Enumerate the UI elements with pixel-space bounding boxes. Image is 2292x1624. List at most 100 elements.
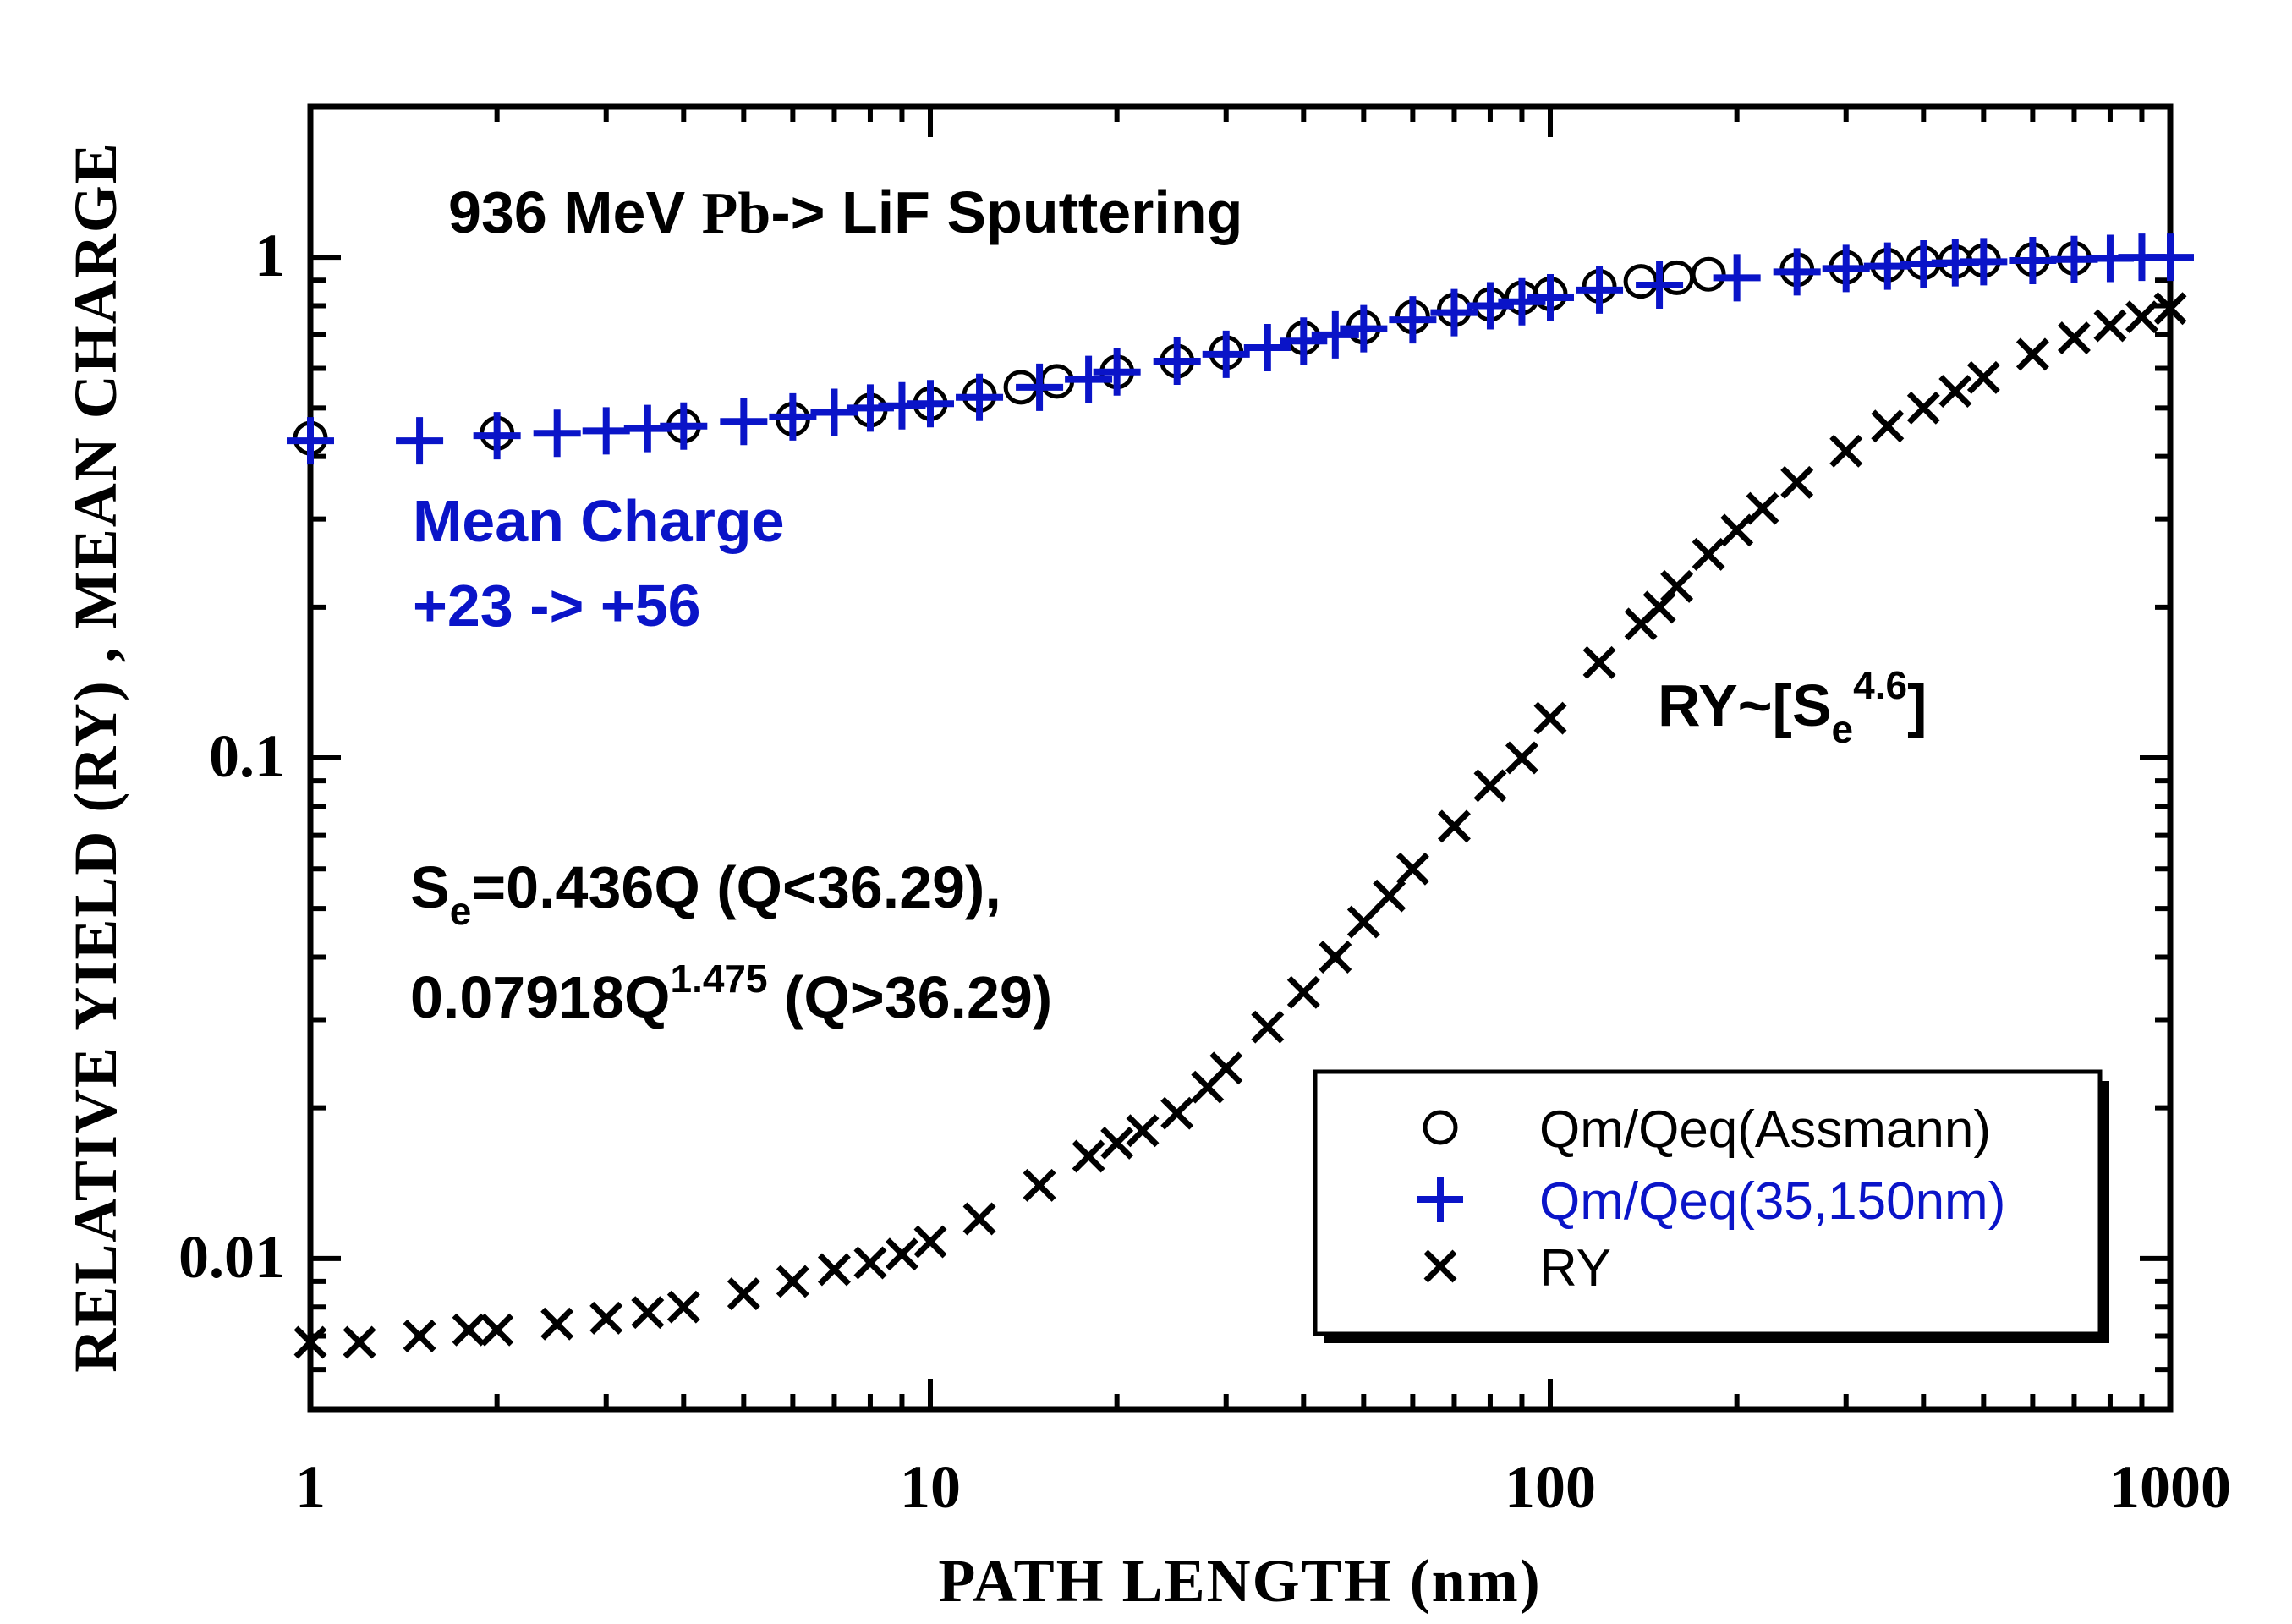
x-tick-label: 10 xyxy=(900,1453,961,1521)
plot-frame xyxy=(307,103,2174,1413)
ry-point xyxy=(1100,1126,1134,1160)
qm-qeq-35-150-point xyxy=(956,373,1004,421)
se-prefix: S xyxy=(410,854,450,920)
qm-qeq-35-150-point xyxy=(1202,330,1250,378)
ry-point xyxy=(1871,409,1905,443)
ry-point xyxy=(343,1325,376,1359)
ry-point xyxy=(1780,465,1814,499)
qm-qeq-35-150-point xyxy=(660,402,708,450)
ry-point xyxy=(403,1320,436,1352)
ry-point xyxy=(1395,852,1429,886)
ry-sup: 4.6 xyxy=(1853,663,1907,707)
qm-qeq-35-150-point xyxy=(1773,248,1821,296)
legend-x-marker xyxy=(1423,1249,1457,1283)
qm-qeq-35-150-point xyxy=(396,417,444,465)
legend: Qm/Qeq(Assmann) Qm/Qeq(35,150nm) RY xyxy=(1313,1069,2109,1343)
ry-prefix: RY~[S xyxy=(1658,672,1832,738)
qm-qeq-35-150-point xyxy=(2009,237,2057,285)
se-sub: e xyxy=(450,889,472,933)
legend-plus-marker xyxy=(1417,1177,1463,1222)
ry-sub: e xyxy=(1832,707,1854,751)
qm-qeq-35-150-point xyxy=(473,412,521,460)
qm-qeq-35-150-point xyxy=(720,398,768,446)
ry-point xyxy=(2093,309,2127,343)
y-axis-title: RELATIVE YIELD (RY) , MEAN CHARGE xyxy=(62,141,129,1373)
assmann-point xyxy=(1623,264,1659,299)
ry-point xyxy=(1473,769,1507,803)
ry-point xyxy=(540,1307,574,1341)
qm-qeq-35-150-point xyxy=(1713,254,1761,302)
x-tick-label: 1 xyxy=(295,1453,326,1521)
ry-point xyxy=(293,1325,327,1359)
qm-qeq-35-150-point xyxy=(287,417,334,465)
qm-qeq-35-150-point xyxy=(907,380,954,428)
x-axis-title: PATH LENGTH (nm) xyxy=(938,1547,1541,1615)
legend-item-ry: RY xyxy=(1423,1239,1611,1298)
qm-qeq-35-150-point xyxy=(1016,363,1064,411)
qm-qeq-35-150-point xyxy=(1243,323,1291,371)
qm-qeq-35-150-point xyxy=(1498,277,1546,326)
ry-point xyxy=(1346,905,1380,939)
ry-point xyxy=(2125,300,2158,334)
legend-label-35-150nm: Qm/Qeq(35,150nm) xyxy=(1539,1172,2005,1231)
ry-point xyxy=(1072,1139,1105,1173)
se-formula-line1: Se=0.436Q (Q<36.29), xyxy=(410,854,1001,933)
y-tick-label: 0.01 xyxy=(178,1223,285,1291)
se-rest: =0.436Q (Q<36.29), xyxy=(471,854,1001,920)
y-tick-label: 1 xyxy=(255,222,285,289)
ry-point xyxy=(1746,491,1779,525)
title-part2: -> LiF Sputtering xyxy=(770,179,1242,245)
ry-point xyxy=(589,1301,623,1335)
x-tick-labels: 1 10 100 1000 xyxy=(295,1453,2231,1521)
qm-qeq-35-150-point xyxy=(1311,310,1359,359)
ry-point xyxy=(1582,645,1616,679)
ry-point xyxy=(817,1253,851,1287)
title-part1: 936 MeV xyxy=(448,179,702,245)
se-line2-suffix: (Q>36.29) xyxy=(768,964,1053,1030)
ry-suffix: ] xyxy=(1907,672,1927,738)
ry-point xyxy=(1966,360,2000,394)
chart-title: 936 MeV Pb-> LiF Sputtering xyxy=(448,179,1242,246)
ry-point xyxy=(2153,292,2187,326)
ry-point xyxy=(1692,537,1725,571)
ry-point xyxy=(885,1237,918,1271)
qm-qeq-35-150-point xyxy=(582,407,630,455)
ry-point xyxy=(776,1265,809,1298)
series-ry xyxy=(293,292,2187,1359)
ry-point xyxy=(666,1290,700,1324)
y-tick-labels: 0.01 0.1 1 xyxy=(178,222,285,1291)
x-tick-label: 100 xyxy=(1505,1453,1596,1521)
se-line2-sup: 1.475 xyxy=(670,957,767,1001)
ry-point xyxy=(1938,375,1972,409)
qm-qeq-35-150-point xyxy=(1389,296,1437,344)
ry-point xyxy=(962,1202,996,1236)
ry-point xyxy=(853,1246,887,1280)
ry-point xyxy=(1319,941,1352,974)
ry-point xyxy=(480,1313,514,1347)
legend-label-assmann: Qm/Qeq(Assmann) xyxy=(1539,1100,1991,1159)
qm-qeq-35-150-point xyxy=(1280,317,1328,365)
ry-point xyxy=(1533,701,1567,735)
qm-qeq-35-150-point xyxy=(1430,288,1478,337)
legend-label-ry: RY xyxy=(1539,1239,1611,1298)
ry-point xyxy=(2057,321,2091,355)
legend-item-assmann: Qm/Qeq(Assmann) xyxy=(1423,1100,1991,1159)
ry-point xyxy=(1829,434,1863,468)
qm-qeq-35-150-point xyxy=(1960,238,2008,286)
ry-point xyxy=(727,1277,760,1311)
qm-qeq-35-150-point xyxy=(1340,304,1388,353)
ry-point xyxy=(1505,741,1538,775)
ry-point xyxy=(1251,1010,1285,1044)
assmann-point xyxy=(1691,256,1726,292)
ry-point xyxy=(452,1313,485,1347)
legend-item-35-150nm: Qm/Qeq(35,150nm) xyxy=(1417,1172,2005,1231)
ry-point xyxy=(913,1225,947,1259)
ry-point xyxy=(1286,975,1320,1009)
qm-qeq-35-150-point xyxy=(1466,282,1514,330)
ry-point xyxy=(1160,1096,1194,1130)
ry-point xyxy=(2015,337,2049,371)
ry-scaling-annotation: RY~[Se4.6] xyxy=(1658,663,1927,751)
qm-qeq-35-150-point xyxy=(769,392,817,441)
qm-qeq-35-150-point xyxy=(1065,355,1113,403)
series-qm-qeq-35-150 xyxy=(287,233,2194,465)
